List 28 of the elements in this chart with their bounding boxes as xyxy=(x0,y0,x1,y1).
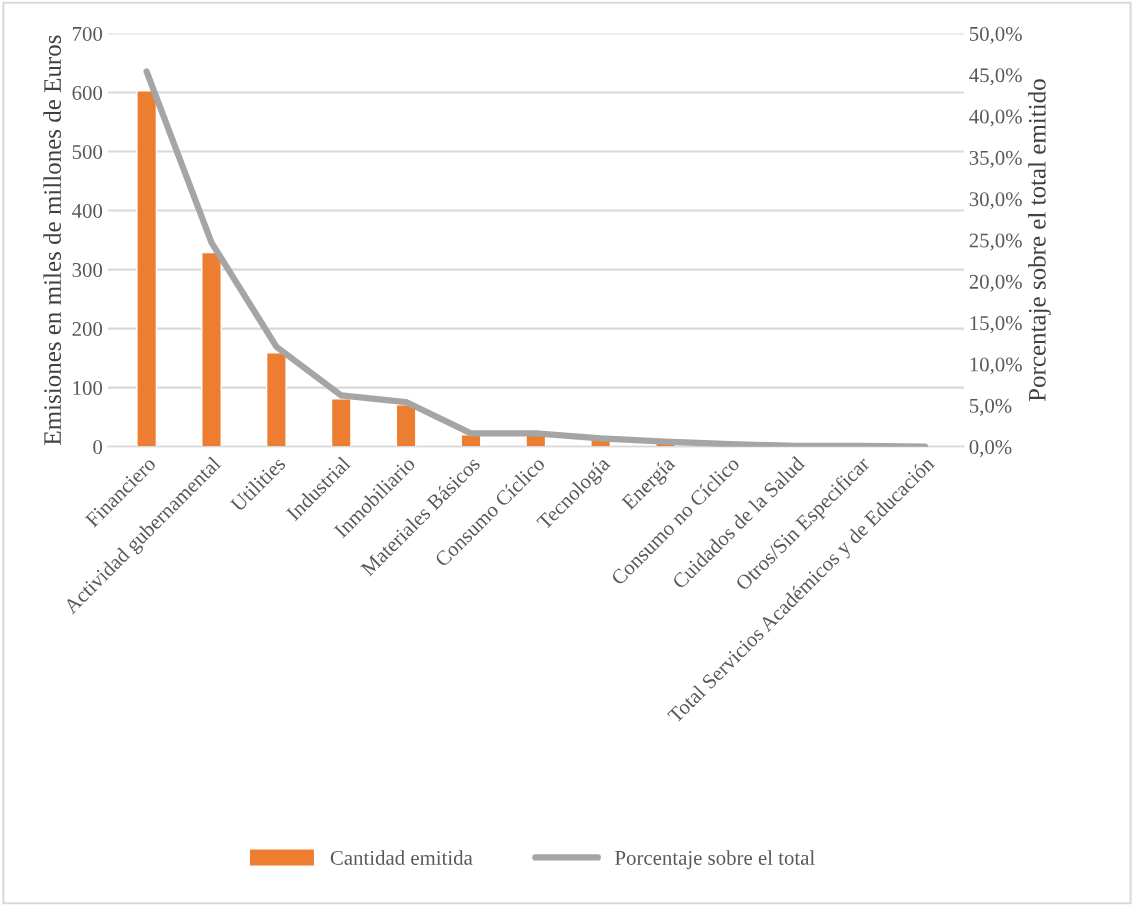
y2-tick-label: 50,0% xyxy=(969,26,1022,44)
y2-tick-label: 45,0% xyxy=(969,68,1022,86)
bar xyxy=(395,404,417,447)
y2-tick-label: 30,0% xyxy=(969,192,1022,210)
bar xyxy=(136,90,158,447)
y-tick-label: 300 xyxy=(72,262,103,278)
y-tick-label: 100 xyxy=(73,381,103,396)
y2-axis-title: Porcentaje sobre el total emitido xyxy=(1028,79,1051,402)
y-tick-label: 0 xyxy=(93,440,103,455)
y2-tick-label: 0,0% xyxy=(969,440,1012,458)
y-tick-label: 700 xyxy=(72,26,103,41)
y2-tick-label: 15,0% xyxy=(970,316,1022,334)
y-tick-label: 200 xyxy=(72,321,103,337)
y2-tick-label: 5,0% xyxy=(969,398,1012,416)
legend-label: Cantidad emitida xyxy=(330,850,473,865)
bar xyxy=(330,398,352,447)
bar xyxy=(201,251,222,447)
y-axis-title: Emisiones en miles de millones de Euros xyxy=(43,35,61,445)
legend-label: Porcentaje sobre el total xyxy=(615,850,815,870)
y2-tick-label: 10,0% xyxy=(970,357,1022,375)
y2-tick-label: 20,0% xyxy=(969,274,1022,292)
bar xyxy=(265,352,287,447)
y2-tick-label: 25,0% xyxy=(969,233,1022,251)
y-tick-label: 600 xyxy=(72,85,103,100)
y2-tick-label: 40,0% xyxy=(969,109,1022,127)
y-tick-label: 400 xyxy=(72,203,103,219)
y-tick-label: 500 xyxy=(72,144,103,159)
y2-tick-label: 35,0% xyxy=(969,150,1022,168)
